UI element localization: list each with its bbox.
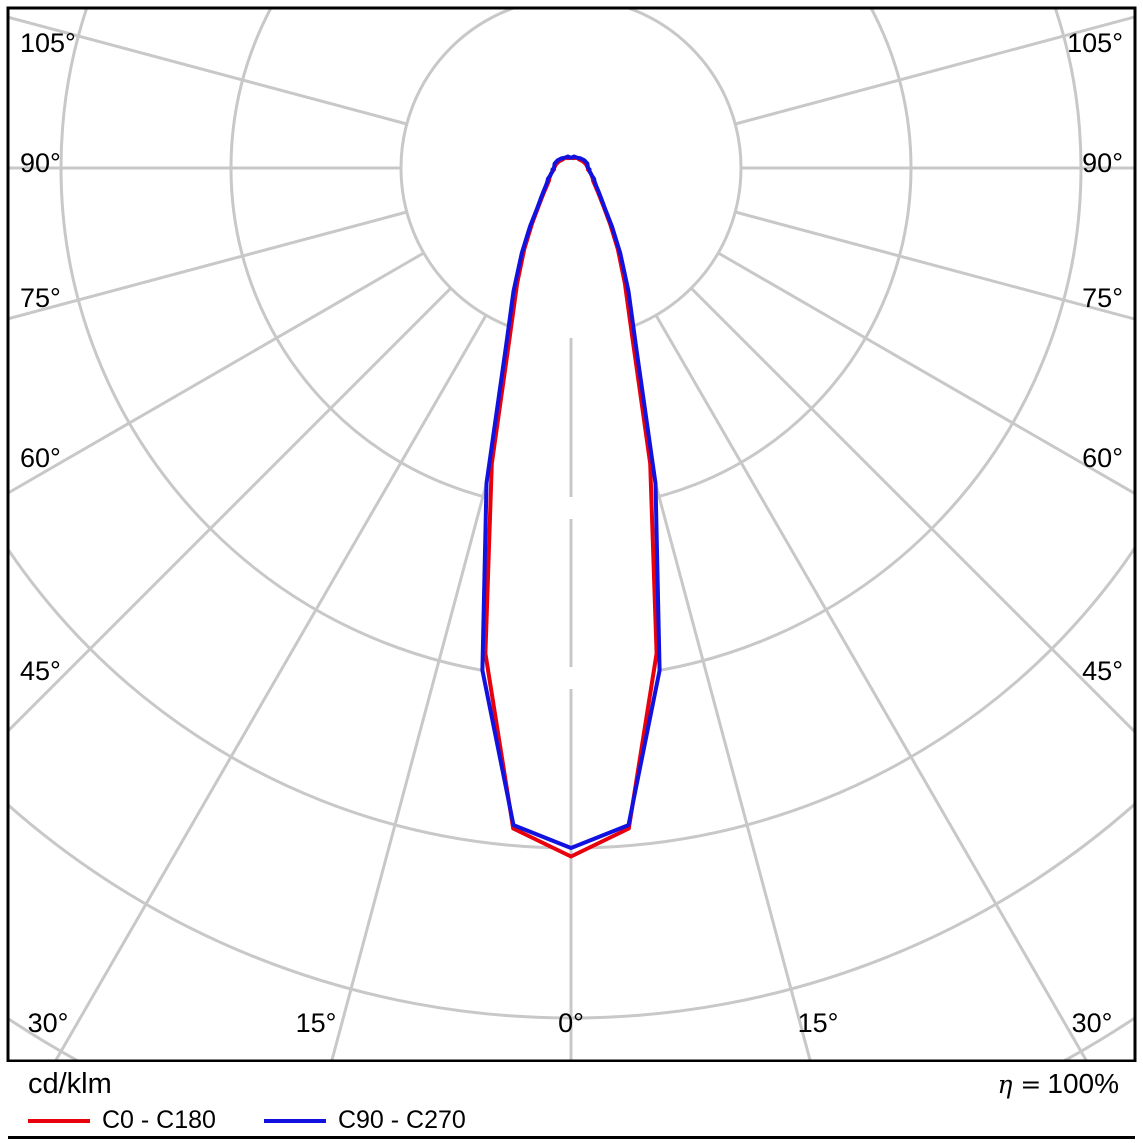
grid-ray: [734, 15, 1135, 126]
angle-label-bottom: 0°: [558, 1008, 584, 1038]
angle-label-left: 60°: [20, 443, 61, 473]
angle-label-bottom: 30°: [28, 1008, 69, 1038]
grid-ray: [8, 210, 408, 321]
unit-label: cd/klm: [28, 1068, 112, 1100]
axis-value-box: [556, 497, 586, 519]
grid-ray: [53, 314, 488, 1061]
axis-value-box: [556, 667, 586, 689]
legend-item-c0-c180: C0 - C180: [28, 1108, 216, 1133]
angle-label-right: 45°: [1082, 656, 1123, 686]
grid-ray: [654, 314, 1089, 1061]
grid-ray: [613, 331, 812, 1061]
chart-footer: cd/klm η = 100% C0 - C180 C90 - C270: [0, 1062, 1143, 1143]
angle-label-left: 75°: [20, 283, 61, 313]
plot-border: [6, 6, 1137, 1062]
legend-label-c90-c270: C90 - C270: [337, 1106, 466, 1134]
grid-ray: [717, 251, 1135, 496]
plot-area: [8, 8, 1135, 1061]
efficiency-label: η = 100%: [998, 1068, 1120, 1100]
grid-ray: [8, 287, 452, 734]
angle-label-left: 45°: [20, 656, 61, 686]
efficiency-value: 100%: [1047, 1068, 1119, 1099]
grid-ray: [690, 287, 1135, 735]
grid-ray: [734, 210, 1135, 321]
curve-1: [480, 154, 662, 850]
bottom-rule: [8, 1136, 1135, 1139]
polar-photometric-diagram: 105° 90° 75° 60° 45° 105° 90° 75° 60° 45° 30° 15° 0°…: [6, 6, 1137, 1062]
angle-label-left: 105°: [20, 28, 76, 58]
legend-item-c90-c270: C90 - C270: [263, 1106, 466, 1134]
grid-ray: [8, 251, 425, 495]
legend: C0 - C180 C90 - C270: [28, 1108, 514, 1133]
angle-label-right: 90°: [1082, 148, 1123, 178]
angle-label-bottom: 15°: [296, 1008, 337, 1038]
legend-swatch-c0-c180: [28, 1118, 90, 1123]
legend-swatch-c90-c270: [263, 1118, 326, 1123]
polar-chart-svg: 105° 90° 75° 60° 45° 105° 90° 75° 60° 45° 30° 15° 0°…: [6, 6, 1137, 1062]
legend-label-c0-c180: C0 - C180: [102, 1106, 216, 1134]
angle-label-right: 60°: [1082, 443, 1123, 473]
grid-ray: [330, 331, 529, 1061]
angle-label-right: 105°: [1067, 28, 1123, 58]
grid-ray: [8, 15, 408, 126]
angle-label-bottom: 15°: [798, 1008, 839, 1038]
angle-label-bottom: 30°: [1072, 1008, 1113, 1038]
angle-label-right: 75°: [1082, 283, 1123, 313]
angle-label-left: 90°: [20, 148, 61, 178]
efficiency-symbol: η =: [997, 1070, 1042, 1099]
